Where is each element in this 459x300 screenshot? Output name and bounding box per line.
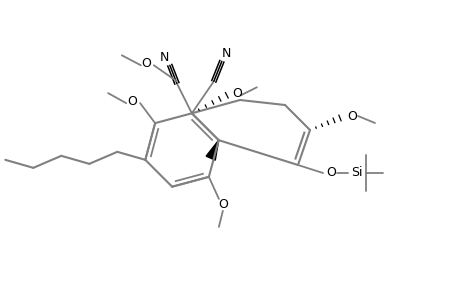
- Text: O: O: [140, 57, 151, 70]
- Text: N: N: [160, 51, 169, 64]
- Polygon shape: [206, 140, 218, 160]
- Text: N: N: [222, 47, 231, 60]
- Text: O: O: [218, 198, 227, 212]
- Text: Si: Si: [351, 167, 362, 179]
- Text: O: O: [346, 110, 356, 122]
- Text: O: O: [231, 87, 241, 100]
- Text: O: O: [127, 94, 137, 108]
- Text: O: O: [325, 167, 335, 179]
